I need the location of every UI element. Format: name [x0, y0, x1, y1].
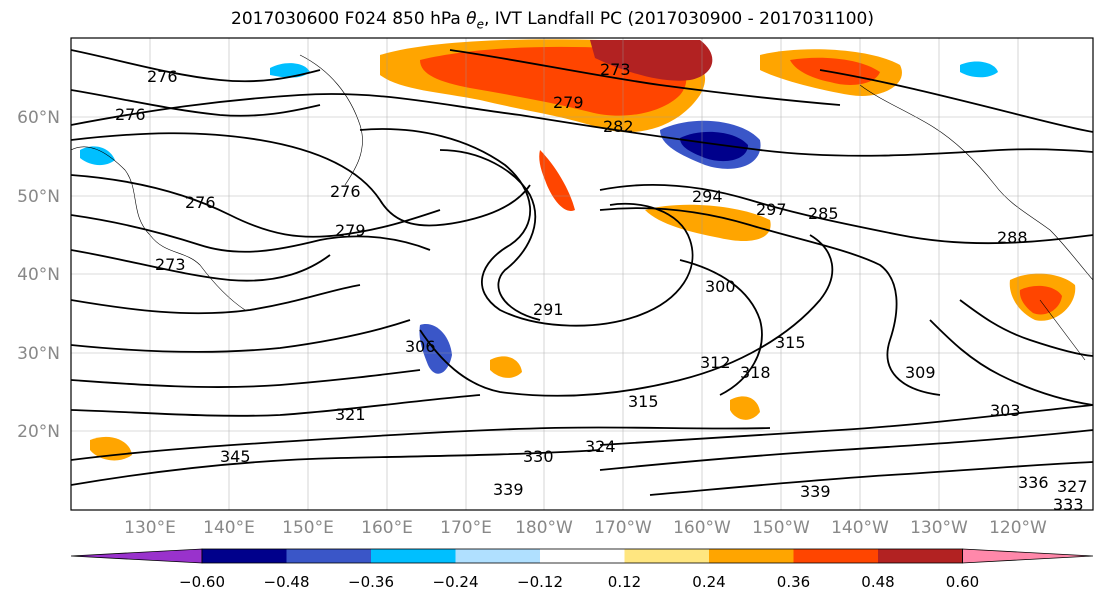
contour-label: 273	[600, 60, 631, 79]
map-plot-area: 276 276 276 276 273 273 279 279 282 285 …	[71, 38, 1093, 514]
lon-label: 160°W	[673, 518, 731, 538]
colorbar-swatch	[455, 549, 540, 563]
contour-label: 300	[705, 277, 736, 296]
lon-label: 180°W	[515, 518, 573, 538]
title-prefix: 2017030600 F024 850 hPa	[231, 9, 467, 29]
lat-label: 30°N	[17, 344, 60, 364]
lat-label: 50°N	[17, 187, 60, 207]
contour-label: 336	[1018, 473, 1049, 492]
lon-axis: 130°E 140°E 150°E 160°E 170°E 180°W 170°…	[124, 518, 1047, 538]
colorbar-swatch	[878, 549, 963, 563]
contour-label: 321	[335, 405, 366, 424]
colorbar-tick-label: −0.36	[348, 573, 394, 591]
lon-label: 170°W	[594, 518, 652, 538]
contour-label: 327	[1057, 477, 1088, 496]
lon-label: 140°W	[831, 518, 889, 538]
colorbar-frame	[201, 548, 963, 564]
contour-label: 318	[740, 363, 771, 382]
colorbar-extend-min	[70, 548, 203, 564]
colorbar-tick-label: 0.12	[608, 573, 641, 591]
colorbar-extend-max	[962, 548, 1094, 564]
map-title: 2017030600 F024 850 hPa θe, IVT Landfall…	[0, 9, 1105, 31]
contour-layer	[71, 49, 1093, 496]
contour-label: 330	[523, 447, 554, 466]
title-suffix: , IVT Landfall PC (2017030900 - 20170311…	[483, 9, 874, 29]
contour-label: 315	[628, 392, 659, 411]
colorbar-swatch	[286, 549, 371, 563]
contour-label: 279	[335, 221, 366, 240]
lon-label: 170°E	[440, 518, 492, 538]
colorbar-tick-label: 0.24	[692, 573, 725, 591]
contour-label: 339	[493, 480, 524, 499]
contour-label: 276	[330, 182, 361, 201]
colorbar-swatch	[624, 549, 709, 563]
colorbar: −0.60 −0.48 −0.36 −0.24 −0.12 0.12 0.24 …	[70, 548, 1094, 591]
contour-label: 285	[808, 204, 839, 223]
lon-label: 140°E	[203, 518, 255, 538]
contour-label: 345	[220, 447, 251, 466]
title-theta: θ	[466, 9, 477, 29]
lon-label: 150°E	[282, 518, 334, 538]
graticule	[71, 38, 1093, 510]
lat-axis: 60°N 50°N 40°N 30°N 20°N	[17, 108, 60, 442]
contour-label: 294	[692, 187, 723, 206]
contour-label: 324	[585, 437, 616, 456]
contour-label: 297	[756, 200, 787, 219]
contour-label: 312	[700, 353, 731, 372]
title-theta-sub: e	[476, 17, 484, 32]
colorbar-tick-label: −0.24	[433, 573, 479, 591]
lon-label: 120°W	[989, 518, 1047, 538]
contour-labels: 276 276 276 276 273 273 279 279 282 285 …	[115, 60, 1088, 514]
plot-frame	[70, 37, 1094, 511]
colorbar-tick-label: 0.36	[777, 573, 810, 591]
contour-label: 291	[533, 300, 564, 319]
contour-label: 339	[800, 482, 831, 501]
contour-label: 306	[405, 337, 436, 356]
contour-label: 273	[155, 255, 186, 274]
contour-label: 276	[115, 105, 146, 124]
lon-label: 160°E	[361, 518, 413, 538]
lat-label: 20°N	[17, 422, 60, 442]
colorbar-tick-label: −0.60	[179, 573, 225, 591]
colorbar-tick-label: −0.48	[264, 573, 310, 591]
contour-label: 282	[603, 117, 634, 136]
colorbar-tick-label: 0.60	[946, 573, 979, 591]
colorbar-tick-label: −0.12	[517, 573, 563, 591]
lon-label: 150°W	[752, 518, 810, 538]
contour-label: 279	[553, 93, 584, 112]
contour-label: 276	[185, 193, 216, 212]
lat-label: 40°N	[17, 265, 60, 285]
contour-label: 333	[1053, 495, 1084, 514]
lon-label: 130°E	[124, 518, 176, 538]
colorbar-swatch	[540, 549, 625, 563]
colorbar-swatch	[371, 549, 456, 563]
colorbar-swatch	[709, 549, 794, 563]
colorbar-swatch	[793, 549, 878, 563]
contour-label: 288	[997, 228, 1028, 247]
contour-label: 309	[905, 363, 936, 382]
lon-label: 130°W	[910, 518, 968, 538]
contour-label: 276	[147, 67, 178, 86]
lat-label: 60°N	[17, 108, 60, 128]
colorbar-swatch	[202, 549, 287, 563]
colorbar-tick-label: 0.48	[861, 573, 894, 591]
contour-label: 303	[990, 401, 1021, 420]
contour-label: 315	[775, 333, 806, 352]
